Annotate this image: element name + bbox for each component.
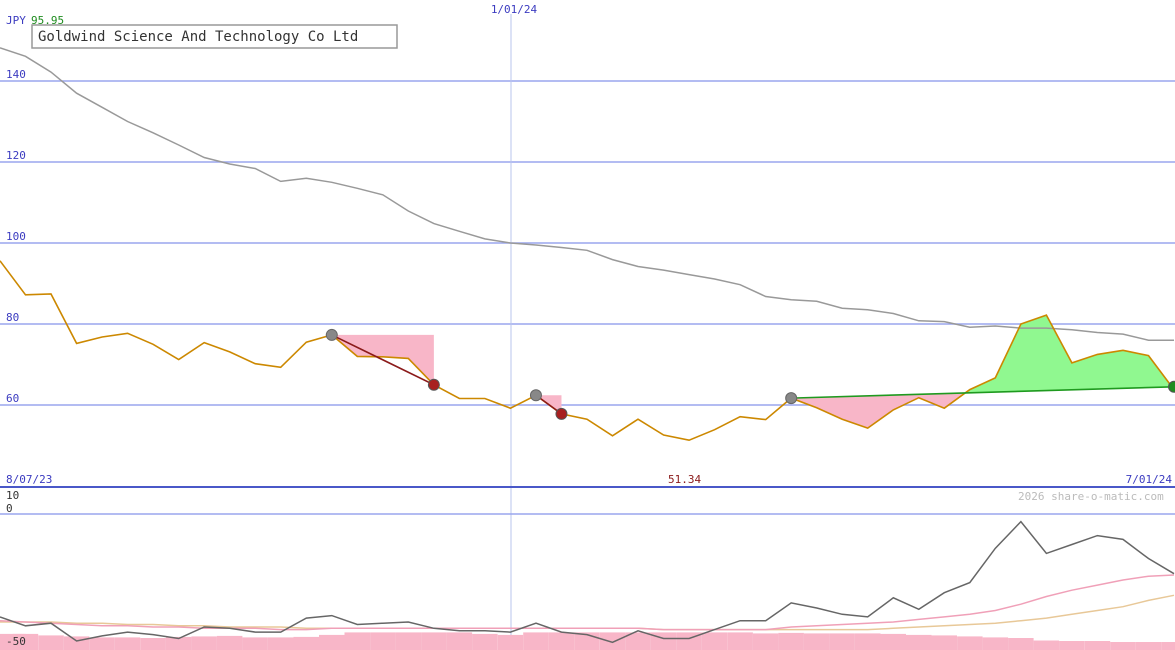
sell-exit-marker (555, 407, 568, 420)
histogram-bar (165, 636, 192, 650)
long-ma-line (0, 47, 1174, 341)
price-grid (0, 14, 1175, 645)
axis-labels: 60 80 100 120 140 8/07/23 1/01/24 7/01/24 100 -50 (6, 3, 1172, 648)
signal-fast-line (0, 574, 1175, 631)
sell-entry-marker (325, 328, 338, 341)
histogram-bar (89, 637, 115, 650)
buy-trade-loss-fill (791, 386, 1174, 429)
buy-entry-marker (785, 392, 798, 405)
histogram-bar (752, 633, 779, 650)
sell-exit-marker (427, 378, 440, 391)
y-tick-label: 120 (6, 149, 26, 162)
histogram-bar (906, 634, 932, 650)
histogram-bar (114, 637, 141, 650)
histogram-bar (268, 637, 294, 650)
histogram-bar (523, 632, 549, 650)
histogram-bar (370, 632, 396, 650)
histogram-bar (599, 632, 626, 650)
histogram-bar (319, 634, 345, 650)
buy-trade-line (791, 385, 1175, 399)
histogram-bar (446, 632, 473, 650)
histogram-bar (855, 633, 881, 650)
oscillator-line (0, 520, 1175, 644)
histogram-bar (931, 635, 957, 650)
histogram-bar (803, 633, 830, 650)
histogram-bar (778, 632, 804, 650)
histogram-bar (395, 632, 422, 650)
buy-exit-marker (1168, 380, 1175, 393)
histogram-bar (701, 632, 728, 650)
y-tick-label: 100 (6, 230, 26, 243)
watermark: 2026 share-o-matic.com (1018, 490, 1164, 503)
sell-trade-fill (535, 395, 562, 414)
histogram-bar (1135, 642, 1162, 650)
histogram-bar (1059, 641, 1085, 650)
y-tick-label: 140 (6, 68, 26, 81)
histogram-bar (216, 635, 243, 650)
trade-markers (325, 328, 1175, 420)
histogram-bar (497, 634, 524, 650)
osc-tick-label: 10 (6, 489, 19, 502)
histogram-bar (344, 632, 370, 650)
histogram-bar (727, 632, 753, 650)
last-price-label: 95.95 (31, 14, 64, 27)
x-tick-label: 8/07/23 (6, 473, 52, 486)
histogram-bar (472, 633, 498, 650)
histogram-bar (12, 633, 39, 650)
x-tick-label: 7/01/24 (1126, 473, 1173, 486)
histogram-bar (1033, 640, 1060, 650)
signal-slow-line (0, 594, 1175, 631)
y-tick-label: 80 (6, 311, 19, 324)
histogram-bar (829, 633, 855, 650)
histogram-bar (293, 636, 319, 650)
title-box (31, 24, 398, 49)
min-price-label: 51.34 (668, 473, 701, 486)
histogram-bar (140, 638, 166, 650)
y-tick-label: 60 (6, 392, 19, 405)
histogram-bar (880, 633, 906, 650)
histogram-bar (38, 635, 64, 650)
x-tick-label: 1/01/24 (491, 3, 538, 16)
chart-title: Goldwind Science And Technology Co Ltd (38, 29, 358, 45)
histogram-bar (625, 632, 651, 650)
histogram-bar (982, 637, 1009, 650)
histogram-bar (63, 636, 90, 650)
histogram-bar (1161, 642, 1175, 650)
histogram-bar (957, 636, 983, 650)
sell-trade-line (331, 334, 435, 386)
histogram-bar (421, 632, 447, 650)
histogram-bar (1110, 642, 1136, 650)
histogram-bar (1084, 641, 1111, 650)
histogram-bar (1008, 638, 1034, 650)
currency-label: JPY (6, 14, 26, 27)
osc-tick-label: -50 (6, 635, 26, 648)
trade-fills (331, 315, 1174, 429)
series-lines (0, 47, 1175, 644)
sell-entry-marker (529, 389, 542, 402)
histogram-bar (242, 637, 268, 650)
histogram-bar (548, 632, 575, 650)
osc-tick-label: 0 (6, 502, 13, 515)
histogram-bar (191, 636, 217, 650)
price-line (0, 260, 1175, 442)
oscillator-grid (0, 513, 1175, 650)
